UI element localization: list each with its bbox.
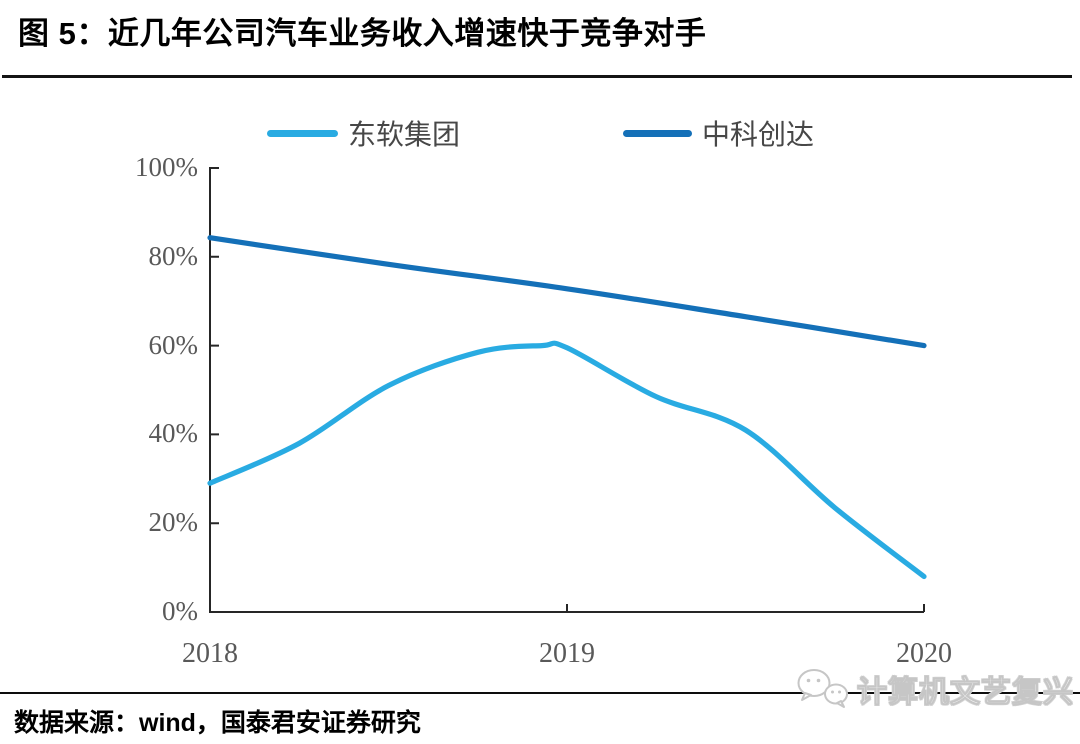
x-tick-label: 2019 [539, 638, 595, 669]
source-note: 数据来源：wind，国泰君安证券研究 [14, 709, 421, 737]
x-tick-label: 2020 [896, 638, 952, 669]
y-tick-label: 40% [148, 418, 199, 449]
y-tick-label: 0% [162, 596, 198, 626]
legend-label-zhongke: 中科创达 [702, 119, 815, 150]
legend-item-zhongke: 中科创达 [623, 114, 814, 152]
axes [209, 167, 924, 613]
legend: 东软集团 中科创达 [0, 114, 1080, 152]
y-tick-label: 80% [148, 240, 199, 271]
series-line-0 [207, 340, 927, 580]
watermark: 计算机文艺复兴 [795, 666, 1074, 712]
legend-label-dongruan: 东软集团 [348, 119, 461, 150]
y-tick-label: 20% [148, 507, 199, 538]
legend-swatch-zhongke [623, 129, 692, 137]
page-title: 图 5：近几年公司汽车业务收入增速快于竞争对手 [18, 16, 707, 51]
legend-swatch-dongruan [267, 129, 338, 137]
series-line-1 [207, 235, 927, 349]
watermark-label: 计算机文艺复兴 [857, 676, 1074, 710]
title-underline [2, 75, 1072, 78]
x-tick-label: 2018 [182, 638, 238, 669]
bottom-rule [0, 692, 1080, 694]
y-tick-label: 100% [135, 152, 198, 182]
wechat-icon [797, 669, 848, 708]
legend-item-dongruan: 东软集团 [267, 114, 460, 152]
axis-ticks [209, 167, 925, 613]
y-tick-label: 60% [148, 329, 199, 360]
